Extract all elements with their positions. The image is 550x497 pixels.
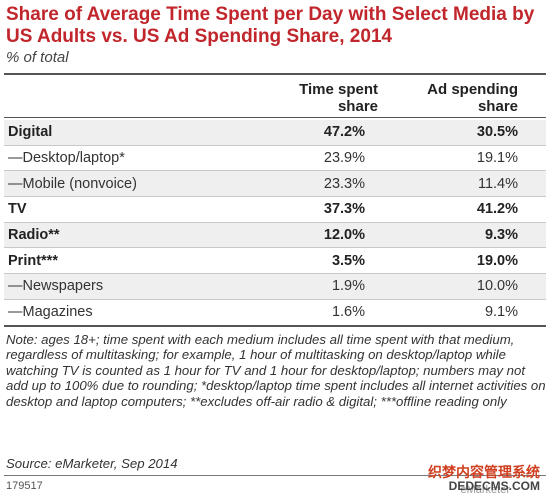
row-label: Print*** <box>4 247 205 275</box>
table-row: —Newspapers 1.9% 10.0% <box>4 273 546 300</box>
ad-spending-value: 10.0% <box>365 273 546 300</box>
row-label: —Desktop/laptop* <box>4 145 205 172</box>
chart-title: Share of Average Time Spent per Day with… <box>6 4 535 47</box>
table-row: Print*** 3.5% 19.0% <box>4 247 546 275</box>
table-row: —Mobile (nonvoice) 23.3% 11.4% <box>4 170 546 198</box>
chart-note: Note: ages 18+; time spent with each med… <box>6 332 546 409</box>
ad-spending-value: 41.2% <box>365 196 546 223</box>
bottom-rule <box>4 475 546 476</box>
row-label: Digital <box>4 120 205 146</box>
column-header-time-spent: Time spent share <box>299 81 378 115</box>
table-row: Radio** 12.0% 9.3% <box>4 222 546 249</box>
table-row: TV 37.3% 41.2% <box>4 196 546 223</box>
chart-source: Source: eMarketer, Sep 2014 <box>6 456 178 471</box>
ad-spending-value: 11.4% <box>365 170 546 198</box>
column-header-ad-spending: Ad spending share <box>427 81 518 115</box>
time-spent-value: 23.9% <box>205 145 365 172</box>
table-row: —Desktop/laptop* 23.9% 19.1% <box>4 145 546 172</box>
ad-spending-value: 30.5% <box>365 120 546 146</box>
time-spent-value: 12.0% <box>205 222 365 249</box>
table-row: —Magazines 1.6% 9.1% <box>4 299 546 327</box>
row-label: —Newspapers <box>4 273 205 300</box>
top-rule <box>4 73 546 75</box>
ad-spending-value: 9.3% <box>365 222 546 249</box>
ad-spending-value: 9.1% <box>365 299 546 327</box>
chart-id: 179517 <box>6 480 43 492</box>
time-spent-value: 3.5% <box>205 247 365 275</box>
table-row: Digital 47.2% 30.5% <box>4 120 546 146</box>
time-spent-value: 1.9% <box>205 273 365 300</box>
emarketer-logo: eMarketer <box>460 484 510 496</box>
time-spent-value: 23.3% <box>205 170 365 198</box>
watermark-text: 织梦内容管理系统 <box>428 464 540 480</box>
time-spent-value: 47.2% <box>205 120 365 146</box>
row-label: Radio** <box>4 222 205 249</box>
logo-area: eMarketer 织梦内容管理系统 DEDECMS.COM <box>404 462 544 496</box>
time-spent-value: 1.6% <box>205 299 365 327</box>
row-label: —Mobile (nonvoice) <box>4 170 205 198</box>
ad-spending-value: 19.0% <box>365 247 546 275</box>
row-label: TV <box>4 196 205 223</box>
header-rule <box>4 117 546 118</box>
row-label: —Magazines <box>4 299 205 327</box>
watermark-url: DEDECMS.COM <box>448 479 540 493</box>
chart-subtitle: % of total <box>6 49 69 66</box>
data-table: Digital 47.2% 30.5% —Desktop/laptop* 23.9% 19… <box>4 120 546 327</box>
ad-spending-value: 19.1% <box>365 145 546 172</box>
time-spent-value: 37.3% <box>205 196 365 223</box>
